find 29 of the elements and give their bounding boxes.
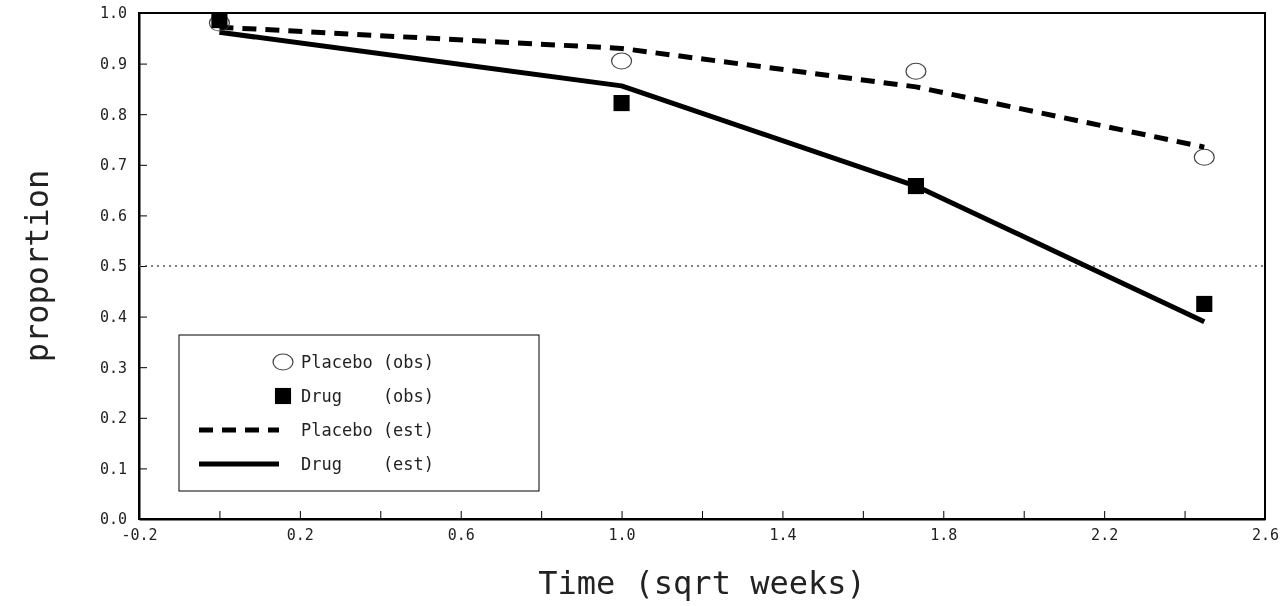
y-tick-label: 0.4: [99, 307, 127, 326]
y-axis-title: proportion: [18, 169, 56, 363]
legend-label: Placebo (obs): [301, 352, 435, 372]
x-tick-label: 1.4: [769, 525, 797, 544]
point: [905, 62, 927, 80]
x-tick-label: 1.0: [608, 525, 636, 544]
y-tick-label: 0.2: [99, 409, 127, 428]
y-tick-label: 0.7: [99, 156, 127, 175]
y-tick-label: 1.0: [99, 4, 127, 23]
y-tick-label: 0.8: [99, 105, 127, 124]
y-tick-label: 0.6: [99, 206, 127, 225]
point: [613, 95, 630, 112]
x-tick-label: 2.6: [1251, 525, 1280, 544]
y-tick-label: 0.5: [99, 257, 127, 276]
legend-label: Drug (est): [301, 454, 435, 474]
legend-label: Drug (obs): [301, 386, 435, 406]
legend-label: Placebo (est): [301, 420, 435, 440]
x-tick-label: 0.2: [286, 525, 314, 544]
x-tick-label: 1.8: [930, 525, 958, 544]
y-tick-label: 0.1: [99, 459, 127, 478]
point: [907, 177, 924, 195]
x-tick-label: 2.2: [1091, 525, 1119, 544]
point: [611, 52, 633, 70]
y-tick-label: 0.9: [99, 54, 127, 73]
y-tick-label: 0.3: [99, 358, 127, 377]
point: [1196, 295, 1213, 313]
point: [1193, 148, 1215, 166]
x-tick-label: 0.6: [447, 525, 475, 544]
x-axis-title: Time (sqrt weeks): [538, 564, 866, 602]
